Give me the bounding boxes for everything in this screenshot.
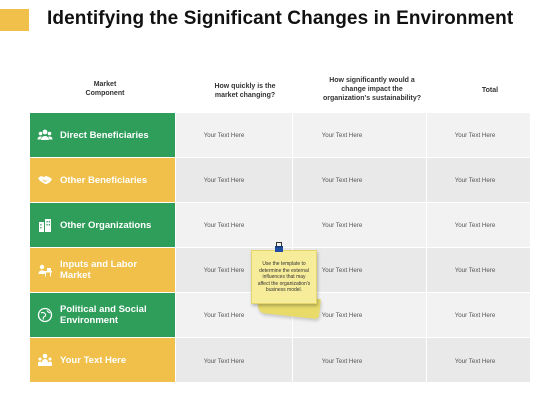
globe-icon	[37, 307, 53, 323]
row-label-direct-beneficiaries: Direct Beneficiaries	[30, 113, 175, 157]
table-cell: Your Text Here	[454, 267, 496, 274]
row-label-text: Your Text Here	[60, 354, 127, 366]
table-cell: Your Text Here	[454, 358, 496, 365]
table-cell: Your Text Here	[454, 222, 496, 229]
row-label-other-beneficiaries: Other Beneficiaries	[30, 158, 175, 202]
binder-clip-icon	[274, 240, 284, 252]
table-cell: Your Text Here	[203, 132, 245, 139]
row-label-political-social-environment: Political and Social Environment	[30, 293, 175, 337]
column-divider	[292, 112, 293, 384]
row-label-text: Other Organizations	[60, 219, 152, 231]
worker-desk-icon	[37, 262, 53, 278]
table-row	[176, 203, 530, 247]
people-icon	[37, 352, 53, 368]
row-label-inputs-labor-market: Inputs and Labor Market	[30, 248, 175, 292]
buildings-icon	[37, 217, 53, 233]
table-cell: Your Text Here	[203, 177, 245, 184]
handshake-icon	[37, 172, 53, 188]
row-label-text: Political and Social Environment	[60, 304, 147, 326]
row-label-your-text-here: Your Text Here	[30, 338, 175, 382]
table-cell: Your Text Here	[203, 267, 245, 274]
table-cell: Your Text Here	[203, 312, 245, 319]
table-cell: Your Text Here	[321, 132, 363, 139]
table-row	[176, 113, 530, 157]
table-cell: Your Text Here	[203, 222, 245, 229]
title-accent-bar	[0, 9, 29, 31]
table-cell: Your Text Here	[321, 267, 363, 274]
table-cell: Your Text Here	[321, 177, 363, 184]
sticky-note-text: Use the template to determine the extern…	[257, 261, 311, 293]
table-row	[176, 293, 530, 337]
column-divider	[426, 112, 427, 384]
row-label-text: Direct Beneficiaries	[60, 129, 149, 141]
table-cell: Your Text Here	[321, 222, 363, 229]
column-header-market-changing: How quickly is the market changing?	[214, 83, 276, 99]
sticky-note: Use the template to determine the extern…	[251, 250, 317, 304]
column-header-market-component: Market Component	[85, 81, 125, 97]
table-row	[176, 158, 530, 202]
column-header-total: Total	[481, 87, 499, 94]
row-label-other-organizations: Other Organizations	[30, 203, 175, 247]
row-label-text: Inputs and Labor Market	[60, 259, 138, 281]
column-header-sustainability-impact: How significantly would a change impact …	[322, 77, 422, 102]
table-cell: Your Text Here	[321, 312, 363, 319]
table-cell: Your Text Here	[203, 358, 245, 365]
table-cell: Your Text Here	[454, 177, 496, 184]
table-cell: Your Text Here	[454, 132, 496, 139]
row-label-text: Other Beneficiaries	[60, 174, 148, 186]
table-cell: Your Text Here	[454, 312, 496, 319]
page-title: Identifying the Significant Changes in E…	[47, 8, 514, 29]
table-cell: Your Text Here	[321, 358, 363, 365]
people-group-icon	[37, 127, 53, 143]
table-row	[176, 248, 530, 292]
table-row	[176, 338, 530, 382]
